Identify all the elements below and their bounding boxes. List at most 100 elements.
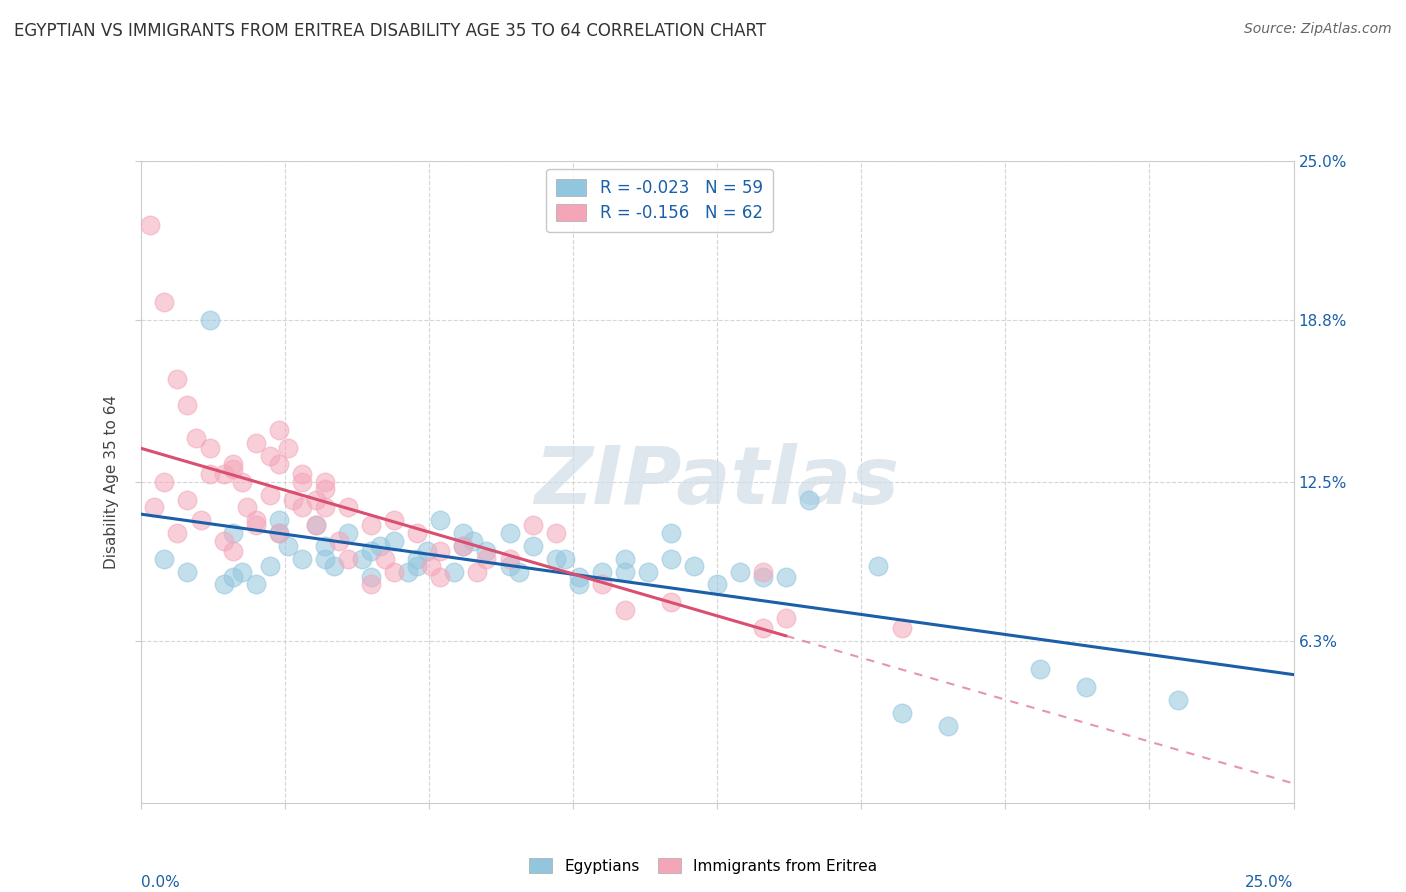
Point [498,551,520,566]
Point [198,467,221,481]
Point [337,526,360,541]
Point [277,442,299,456]
Point [350,551,373,566]
Point [370,539,392,553]
Point [868,559,890,574]
Point [212,577,235,591]
Point [176,398,198,412]
Point [143,500,166,515]
Point [498,526,520,541]
Point [420,559,443,574]
Point [475,544,498,558]
Text: EGYPTIAN VS IMMIGRANTS FROM ERITREA DISABILITY AGE 35 TO 64 CORRELATION CHART: EGYPTIAN VS IMMIGRANTS FROM ERITREA DISA… [14,22,766,40]
Point [176,492,198,507]
Point [890,706,912,720]
Point [1074,680,1097,694]
Point [360,544,382,558]
Text: ZIPatlas: ZIPatlas [534,442,900,521]
Point [360,577,382,591]
Point [360,518,382,533]
Point [267,423,290,437]
Point [568,570,591,584]
Point [267,526,290,541]
Point [637,565,659,579]
Point [259,487,281,501]
Point [1167,693,1189,707]
Point [1029,662,1052,676]
Point [382,513,405,527]
Point [406,559,429,574]
Point [222,526,245,541]
Point [245,513,267,527]
Point [568,577,591,591]
Point [222,457,245,471]
Point [259,449,281,463]
Point [683,559,706,574]
Point [291,551,314,566]
Point [314,500,336,515]
Point [752,621,775,635]
Point [314,551,336,566]
Point [198,313,221,327]
Point [613,565,636,579]
Point [544,526,567,541]
Point [267,513,290,527]
Point [337,551,360,566]
Text: 0.0%: 0.0% [141,875,180,889]
Point [522,539,544,553]
Point [465,565,488,579]
Point [231,475,253,489]
Point [659,526,682,541]
Point [328,533,350,548]
Point [323,559,346,574]
Point [337,500,360,515]
Text: 25.0%: 25.0% [1246,875,1294,889]
Point [291,500,314,515]
Point [554,551,576,566]
Point [222,570,245,584]
Point [184,431,207,445]
Point [245,518,267,533]
Point [752,570,775,584]
Point [461,533,484,548]
Point [267,457,290,471]
Point [152,475,174,489]
Point [508,565,530,579]
Point [198,442,221,456]
Point [222,462,245,476]
Point [659,595,682,609]
Y-axis label: Disability Age 35 to 64: Disability Age 35 to 64 [104,394,120,569]
Point [453,539,475,553]
Point [231,565,253,579]
Point [475,551,498,566]
Point [752,565,775,579]
Point [406,526,429,541]
Legend: Egyptians, Immigrants from Eritrea: Egyptians, Immigrants from Eritrea [523,852,883,880]
Point [291,467,314,481]
Point [443,565,465,579]
Point [429,570,451,584]
Point [498,559,520,574]
Point [176,565,198,579]
Point [382,533,405,548]
Point [259,559,281,574]
Text: Source: ZipAtlas.com: Source: ZipAtlas.com [1244,22,1392,37]
Point [314,483,336,497]
Point [429,544,451,558]
Point [190,513,212,527]
Point [305,492,328,507]
Point [212,533,235,548]
Point [277,539,299,553]
Point [613,603,636,617]
Point [267,526,290,541]
Point [245,436,267,450]
Point [936,719,959,733]
Point [291,475,314,489]
Point [166,526,188,541]
Point [706,577,728,591]
Point [382,565,405,579]
Point [775,611,797,625]
Point [152,294,174,309]
Point [374,551,396,566]
Point [728,565,751,579]
